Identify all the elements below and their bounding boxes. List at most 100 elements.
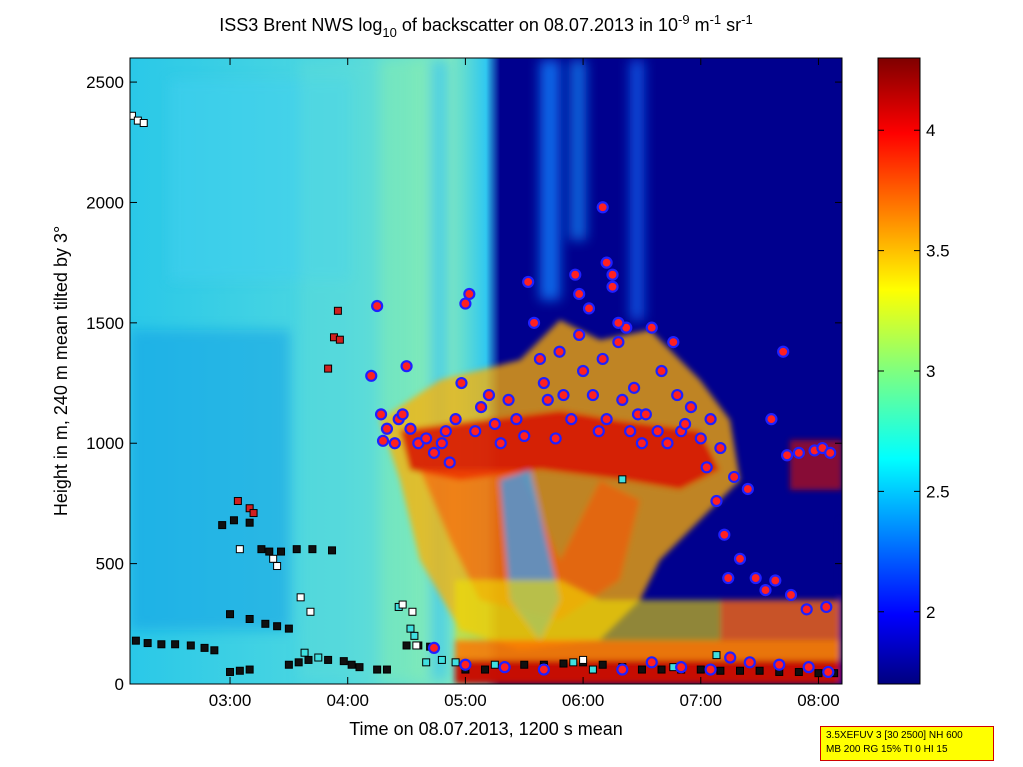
y-axis: 0 500 1000 1500 2000 2500 bbox=[86, 73, 842, 694]
layer-height-markers-white-point bbox=[235, 545, 244, 554]
cloud-base-point bbox=[376, 434, 390, 447]
layer-height-markers-black-point bbox=[294, 658, 303, 667]
cloud-base-point bbox=[802, 661, 815, 674]
layer-height-markers-black-point bbox=[324, 655, 333, 664]
layer-height-markers-black-point bbox=[235, 666, 244, 675]
layer-height-markers-cyan-point bbox=[406, 624, 415, 633]
layer-height-markers-white-point bbox=[139, 119, 148, 128]
layer-height-markers-black-point bbox=[328, 546, 337, 555]
cloud-base-point bbox=[553, 345, 566, 358]
info-line-2: MB 200 RG 15% TI 0 HI 15 bbox=[826, 744, 948, 755]
cloud-base-point bbox=[616, 393, 629, 406]
cloud-base-point bbox=[502, 393, 515, 406]
cloud-base-point bbox=[743, 656, 756, 669]
cloud-base-point bbox=[439, 425, 452, 438]
cloud-base-point bbox=[671, 388, 684, 402]
colorbar-tick-label: 2 bbox=[926, 603, 935, 622]
layer-height-markers-black-point bbox=[559, 659, 568, 668]
cloud-base-point bbox=[400, 360, 413, 373]
x-axis: 03:00 04:00 05:00 06:00 07:00 08:00 bbox=[209, 58, 840, 710]
layer-height-markers-black-point bbox=[339, 657, 348, 666]
layer-height-markers-cyan-point bbox=[314, 653, 323, 662]
cloud-base-point bbox=[596, 201, 609, 214]
x-tick-label: 03:00 bbox=[209, 691, 252, 710]
cloud-base-point bbox=[518, 429, 531, 443]
cloud-base-point bbox=[759, 583, 772, 597]
cloud-base-point bbox=[459, 297, 472, 310]
layer-height-markers-red-point bbox=[335, 335, 344, 344]
cloud-base-point bbox=[661, 437, 674, 450]
layer-height-markers-black-point bbox=[226, 610, 235, 619]
layer-height-markers-black-point bbox=[716, 666, 725, 675]
layer-height-markers-black-point bbox=[257, 545, 266, 554]
cloud-base-point bbox=[576, 364, 590, 378]
layer-height-markers-cyan-point bbox=[569, 658, 578, 667]
cloud-base-point bbox=[582, 302, 596, 315]
cloud-base-point bbox=[718, 528, 731, 541]
cloud-base-point bbox=[777, 345, 790, 358]
cloud-base-point bbox=[455, 376, 468, 390]
cloud-base-point bbox=[769, 574, 782, 587]
colorbar: 2 2.5 3 3.5 4 bbox=[877, 57, 950, 685]
layer-height-markers-black-point bbox=[736, 666, 745, 675]
cloud-base-point bbox=[612, 336, 625, 349]
cloud-base-point bbox=[645, 321, 658, 334]
layer-height-markers-black-point bbox=[347, 660, 356, 669]
cloud-base-point bbox=[724, 651, 737, 664]
layer-height-markers-cyan-point bbox=[490, 660, 499, 669]
cloud-base-point bbox=[606, 268, 619, 281]
cloud-base-point bbox=[573, 328, 586, 341]
layer-height-markers-black-point bbox=[598, 660, 607, 669]
cloud-base-point bbox=[800, 603, 813, 616]
x-tick-label: 08:00 bbox=[797, 691, 840, 710]
cloud-base-point bbox=[510, 413, 523, 426]
cloud-base-point bbox=[773, 658, 786, 671]
cloud-base-point bbox=[684, 401, 698, 414]
layer-height-markers-white-point bbox=[273, 562, 282, 571]
cloud-base-point bbox=[469, 425, 482, 438]
layer-height-markers-cyan-point bbox=[618, 475, 627, 484]
y-tick-label: 0 bbox=[115, 675, 124, 694]
y-tick-label: 1000 bbox=[86, 434, 124, 453]
cloud-base-point bbox=[784, 588, 798, 602]
layer-height-markers-red-point bbox=[333, 306, 342, 315]
layer-height-markers-black-point bbox=[131, 636, 140, 645]
y-tick-label: 2000 bbox=[86, 193, 124, 212]
x-tick-label: 07:00 bbox=[680, 691, 723, 710]
cloud-base-point bbox=[780, 449, 794, 462]
layer-height-markers-red-point bbox=[233, 497, 242, 506]
layer-height-markers-black-point bbox=[292, 545, 301, 554]
layer-height-markers-black-point bbox=[157, 640, 166, 649]
cloud-base-point bbox=[624, 425, 637, 438]
layer-height-markers-white-point bbox=[398, 600, 407, 609]
layer-height-markers-black-point bbox=[284, 624, 293, 633]
cloud-base-point bbox=[494, 437, 507, 450]
cloud-base-point bbox=[537, 663, 550, 676]
cloud-base-point bbox=[549, 432, 562, 445]
layer-height-markers-black-point bbox=[229, 516, 238, 525]
cloud-base-point bbox=[710, 494, 723, 508]
colorbar-gradient bbox=[877, 57, 921, 685]
cloud-base-point bbox=[365, 369, 378, 382]
cloud-base-point bbox=[606, 280, 619, 293]
layer-height-markers-cyan-point bbox=[451, 658, 460, 667]
cloud-base-point bbox=[792, 446, 805, 459]
layer-height-markers-black-point bbox=[402, 641, 411, 650]
layer-height-markers-black-point bbox=[210, 646, 219, 655]
cloud-base-point bbox=[675, 661, 688, 674]
layer-height-markers-black-point bbox=[481, 665, 490, 674]
cloud-base-point bbox=[667, 336, 680, 349]
cloud-base-point bbox=[533, 352, 547, 366]
colorbar-tick-label: 2.5 bbox=[926, 482, 950, 501]
cloud-base-point bbox=[824, 446, 837, 459]
layer-height-markers-black-point bbox=[218, 521, 227, 530]
cloud-base-point bbox=[498, 661, 511, 674]
layer-height-markers-cyan-point bbox=[588, 665, 597, 674]
layer-height-markers-black-point bbox=[284, 660, 293, 669]
cloud-base-point bbox=[541, 393, 554, 406]
layer-height-markers-white-point bbox=[130, 111, 136, 120]
x-axis-label: Time on 08.07.2013, 1200 s mean bbox=[349, 719, 623, 739]
layer-height-markers-black-point bbox=[382, 665, 391, 674]
layer-height-markers-cyan-point bbox=[437, 655, 446, 664]
